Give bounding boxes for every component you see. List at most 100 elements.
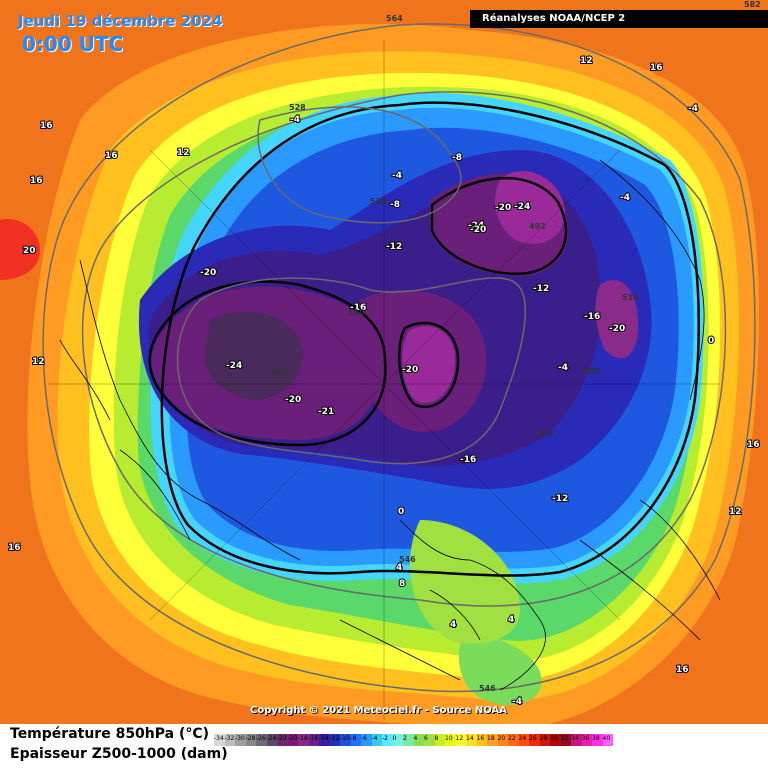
temp-label: -20: [200, 268, 216, 278]
temp-label: -4: [688, 104, 698, 114]
scale-swatch: [434, 734, 445, 746]
temp-label: 16: [30, 176, 43, 186]
scale-swatch: [550, 734, 561, 746]
scale-value: 40: [602, 735, 611, 742]
scale-value: -32: [224, 735, 235, 742]
temp-label: 4: [396, 563, 402, 573]
scale-swatch: [497, 734, 508, 746]
thickness-label: 528: [370, 197, 387, 206]
thickness-contour-528: [257, 106, 462, 224]
scale-swatch: [371, 734, 382, 746]
thickness-contour-564: [42, 23, 756, 693]
thickness-contour-510: [176, 277, 527, 465]
temp-band-red-west: [0, 219, 40, 280]
scale-swatch: [592, 734, 603, 746]
thickness-label: 564: [386, 14, 403, 23]
scale-value: -12: [329, 735, 340, 742]
scale-swatch: [266, 734, 277, 746]
temp-label: -12: [386, 242, 402, 252]
isotherm-minus-20-west: [148, 280, 387, 447]
scale-value: 38: [592, 735, 600, 742]
scale-value: -10: [340, 735, 350, 742]
scale-swatch: [508, 734, 519, 746]
copyright-notice: Copyright © 2021 Meteociel.fr - Source N…: [250, 705, 507, 716]
scale-swatch: [571, 734, 582, 746]
scale-value: 26: [529, 735, 537, 742]
scale-swatch: [361, 734, 372, 746]
temp-label: 16: [105, 151, 118, 161]
temperature-labels: -4 -8 -4 -8 -24 -20 -24 -12 -12 -20 -16 …: [7, 55, 761, 708]
temp-label: 16: [747, 440, 760, 450]
thickness-label: 582: [744, 0, 761, 9]
temp-label: -21: [318, 407, 334, 417]
temp-label: 20: [23, 246, 36, 256]
temp-label: 8: [399, 579, 405, 589]
temp-label: 12: [32, 357, 45, 367]
scale-value: 16: [476, 735, 485, 742]
scale-value: -8: [350, 735, 357, 742]
scale-value: -4: [371, 735, 378, 742]
isotherm-minus-20-east: [430, 176, 568, 276]
scale-value: 2: [403, 735, 407, 742]
temp-label: -16: [350, 303, 366, 313]
scale-swatch: [403, 734, 414, 746]
legend-title-temperature: Température 850hPa (°C): [10, 726, 210, 742]
scale-swatch: [235, 734, 246, 746]
thickness-label: 492: [272, 368, 289, 377]
temp-label: -4: [558, 363, 568, 373]
temp-label: -24: [514, 202, 530, 212]
scale-swatch: [424, 734, 435, 746]
temp-label: -8: [452, 153, 462, 163]
temp-label: 0: [398, 507, 404, 517]
temp-label: 12: [177, 148, 190, 158]
temp-label: 16: [8, 543, 21, 553]
scale-swatch: [392, 734, 403, 746]
thickness-label: 510: [348, 308, 365, 317]
scale-value: -6: [361, 735, 367, 742]
temp-label: -12: [533, 284, 549, 294]
temp-label: -20: [470, 225, 486, 235]
temp-label: -12: [552, 494, 568, 504]
scale-swatch: [455, 734, 466, 746]
legend-panel: [0, 724, 768, 768]
scale-value: 30: [550, 735, 558, 742]
thickness-label: 546: [399, 555, 416, 564]
temp-label: 16: [650, 63, 663, 73]
scale-value: -18: [298, 735, 308, 742]
scale-value: -26: [256, 735, 266, 742]
scale-swatch: [445, 734, 456, 746]
scale-swatch: [329, 734, 340, 746]
scale-swatch: [518, 734, 529, 746]
scale-swatch: [476, 734, 487, 746]
color-scale: [214, 734, 613, 746]
scale-value: 6: [424, 735, 428, 742]
scale-value: 28: [539, 735, 548, 742]
scale-value: 24: [518, 735, 527, 742]
legend-title-thickness: Epaisseur Z500-1000 (dam): [10, 746, 228, 762]
scale-swatch: [287, 734, 298, 746]
isotherm-zero: [160, 101, 700, 577]
scale-value: 34: [571, 735, 579, 742]
scale-swatch: [539, 734, 550, 746]
temp-label: 16: [676, 665, 689, 675]
scale-swatch: [340, 734, 351, 746]
temp-label: 4: [450, 620, 456, 630]
scale-swatch: [277, 734, 288, 746]
coastline-north-america: [59, 259, 301, 561]
scale-value: 36: [581, 735, 590, 742]
graticule: [48, 40, 720, 720]
scale-value: 12: [455, 735, 464, 742]
scale-swatch: [214, 734, 225, 746]
isotherm-minus-20-center: [397, 321, 460, 409]
temp-label: 12: [729, 507, 742, 517]
temp-label: -4: [620, 193, 630, 203]
coastline-europe: [339, 519, 546, 691]
source-banner: Réanalyses NOAA/NCEP 2: [470, 10, 768, 28]
scale-swatch: [224, 734, 235, 746]
scale-value: -14: [319, 735, 329, 742]
temp-core-magenta-3: [595, 280, 639, 359]
temp-label: -4: [290, 115, 300, 125]
temp-label: -20: [609, 324, 625, 334]
temp-label: -4: [512, 697, 522, 707]
